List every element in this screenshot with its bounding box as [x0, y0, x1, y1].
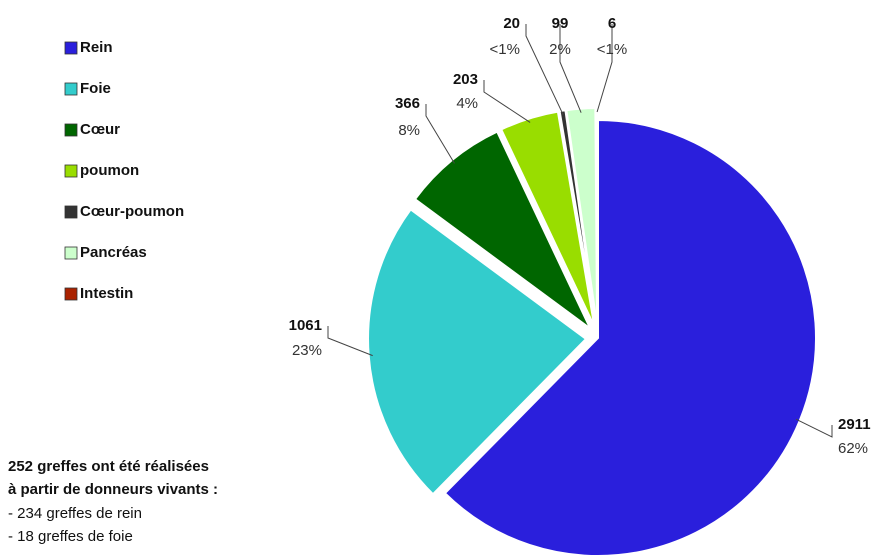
legend-swatch: [64, 287, 78, 301]
legend-label: Foie: [80, 80, 111, 97]
legend-label: Pancréas: [80, 244, 147, 261]
legend-swatch: [64, 246, 78, 260]
legend-swatch: [64, 123, 78, 137]
legend-swatch: [64, 205, 78, 219]
legend-label: Cœur: [80, 121, 120, 138]
legend-label: Cœur-poumon: [80, 203, 184, 220]
leader-line: [596, 24, 613, 113]
leader-line: [559, 24, 582, 113]
value-label: 366: [395, 95, 420, 112]
leader-line: [327, 326, 373, 357]
legend-swatch: [64, 41, 78, 55]
annotation-line: - 18 greffes de foie: [8, 528, 133, 545]
value-label: 1061: [289, 317, 322, 334]
value-label: 99: [552, 15, 569, 32]
value-label: 2911: [838, 416, 871, 433]
percent-label: 8%: [398, 122, 420, 139]
legend-label: poumon: [80, 162, 139, 179]
percent-label: 2%: [549, 41, 571, 58]
leader-line: [525, 24, 564, 115]
pie-slice: [367, 208, 588, 496]
percent-label: <1%: [597, 41, 627, 58]
percent-label: 62%: [838, 440, 868, 457]
pie-slice: [413, 130, 592, 330]
percent-label: 23%: [292, 342, 322, 359]
value-label: 6: [608, 15, 616, 32]
percent-label: <1%: [490, 41, 520, 58]
annotation-line: à partir de donneurs vivants :: [8, 481, 218, 498]
leader-line: [483, 80, 531, 123]
leader-line: [795, 418, 833, 438]
pie-slice: [499, 110, 596, 327]
annotation-line: 252 greffes ont été réalisées: [8, 458, 209, 475]
legend-swatch: [64, 82, 78, 96]
legend-label: Intestin: [80, 285, 133, 302]
leader-line: [425, 104, 455, 164]
annotation-line: - 234 greffes de rein: [8, 505, 142, 522]
percent-label: 4%: [456, 95, 478, 112]
value-label: 20: [503, 15, 520, 32]
legend-label: Rein: [80, 39, 113, 56]
legend-swatch: [64, 164, 78, 178]
value-label: 203: [453, 71, 478, 88]
